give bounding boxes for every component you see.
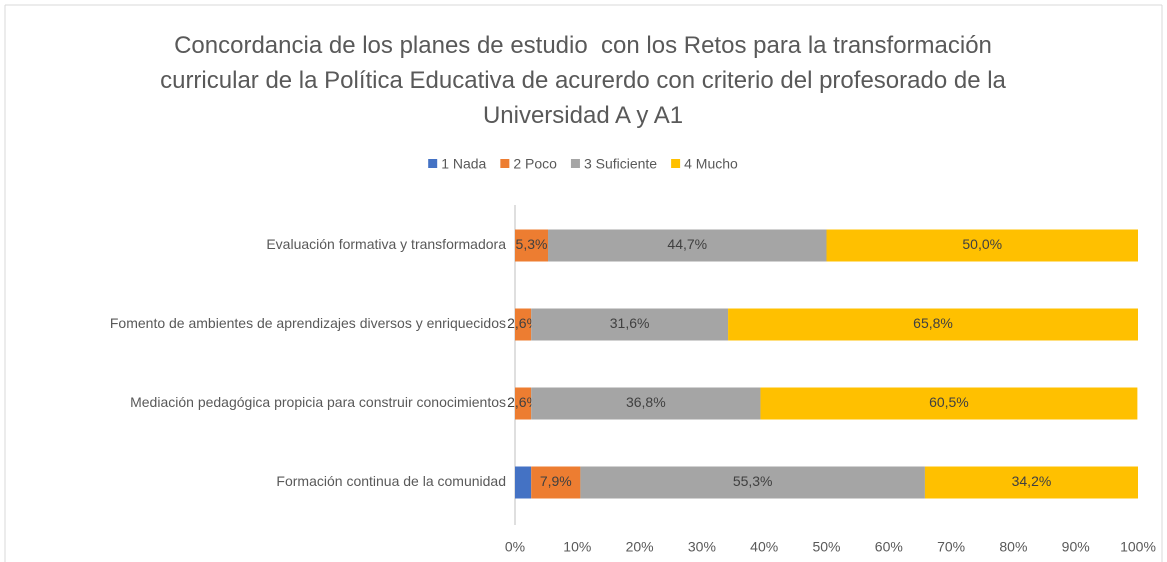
bar-segment xyxy=(531,466,581,499)
chart-title: Concordancia de los planes de estudio co… xyxy=(160,32,1013,129)
x-tick-label: 30% xyxy=(688,539,716,555)
x-tick-label: 70% xyxy=(937,539,965,555)
x-tick-label: 20% xyxy=(626,539,654,555)
bar-segment xyxy=(531,308,729,341)
x-tick-label: 60% xyxy=(875,539,903,555)
x-tick-label: 80% xyxy=(999,539,1027,555)
data-label: 34,2% xyxy=(1012,473,1052,489)
bar-segment xyxy=(580,466,925,499)
bar-segment xyxy=(826,229,1138,262)
data-label: 55,3% xyxy=(733,473,773,489)
x-tick-label: 0% xyxy=(505,539,525,555)
x-tick-label: 40% xyxy=(750,539,778,555)
data-label: 36,8% xyxy=(626,394,666,410)
legend-label: 4 Mucho xyxy=(684,156,738,172)
x-tick-label: 100% xyxy=(1120,539,1156,555)
legend-swatch xyxy=(671,159,681,168)
data-label: 65,8% xyxy=(913,315,953,331)
data-label: 2,6% xyxy=(507,394,539,410)
bar-segment xyxy=(728,308,1138,341)
legend-swatch xyxy=(500,159,510,168)
legend-label: 2 Poco xyxy=(513,156,557,172)
y-tick-label: Mediación pedagógica propicia para const… xyxy=(130,394,506,410)
data-label: 5,3% xyxy=(516,236,548,252)
bar-segment xyxy=(548,229,827,262)
data-label: 50,0% xyxy=(962,236,1002,252)
data-label: 60,5% xyxy=(929,394,969,410)
y-tick-label: Evaluación formativa y transformadora xyxy=(266,236,506,252)
data-label: 44,7% xyxy=(667,236,707,252)
bar-segment xyxy=(531,387,761,420)
bar-segment xyxy=(760,387,1138,420)
x-tick-label: 50% xyxy=(812,539,840,555)
bar-segment xyxy=(515,308,532,341)
y-tick-label: Formación continua de la comunidad xyxy=(276,473,506,489)
bar-segment xyxy=(515,466,532,499)
data-label: 2,6% xyxy=(507,315,539,331)
y-tick-label: Fomento de ambientes de aprendizajes div… xyxy=(110,315,506,331)
legend-label: 1 Nada xyxy=(441,156,486,172)
legend-swatch xyxy=(428,159,438,168)
data-label: 7,9% xyxy=(540,473,572,489)
bar-segment xyxy=(515,387,532,420)
legend-swatch xyxy=(570,159,580,168)
x-tick-label: 10% xyxy=(563,539,591,555)
bar-segment xyxy=(924,466,1138,499)
data-label: 31,6% xyxy=(610,315,650,331)
bar-segment xyxy=(515,229,549,262)
x-tick-label: 90% xyxy=(1062,539,1090,555)
legend-label: 3 Suficiente xyxy=(584,156,657,172)
